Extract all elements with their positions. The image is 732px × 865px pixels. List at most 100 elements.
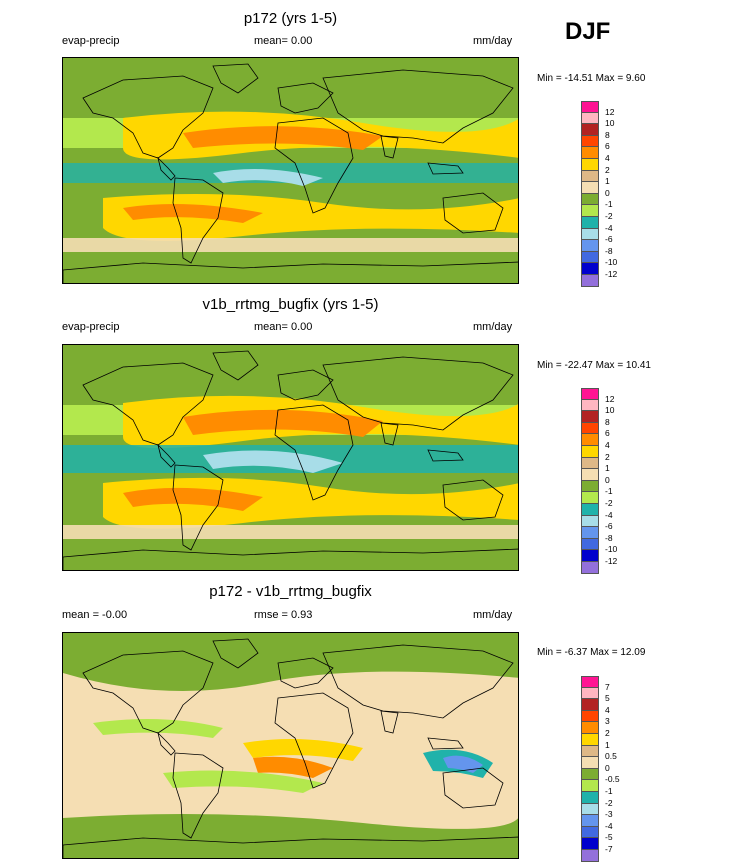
colorbar-tick-label: 4 xyxy=(605,704,610,715)
colorbar-swatch xyxy=(581,538,599,551)
colorbar-swatch xyxy=(581,399,599,412)
colorbar-tick-label: -8 xyxy=(605,532,613,543)
colorbar-swatch xyxy=(581,780,599,792)
colorbar-swatch xyxy=(581,791,599,804)
panel-3-colorbar xyxy=(581,676,599,862)
panel-2-title: v1b_rrtmg_bugfix (yrs 1-5) xyxy=(202,296,379,313)
colorbar-tick-label: -4 xyxy=(605,820,613,831)
season-label: DJF xyxy=(565,18,611,45)
colorbar-swatch xyxy=(581,826,599,839)
panel-1-map xyxy=(62,57,519,284)
colorbar-swatch xyxy=(581,193,599,206)
colorbar-swatch xyxy=(581,757,599,769)
colorbar-swatch xyxy=(581,561,599,574)
panel-3-title: p172 - v1b_rrtmg_bugfix xyxy=(209,583,372,600)
colorbar-swatch xyxy=(581,710,599,723)
colorbar-swatch xyxy=(581,158,599,171)
panel-1-mean-label: mean= 0.00 xyxy=(254,35,313,47)
colorbar-tick-label: -4 xyxy=(605,222,613,233)
colorbar-tick-label: -2 xyxy=(605,498,613,508)
colorbar-swatch xyxy=(581,550,599,562)
colorbar-tick-label: 1 xyxy=(605,463,610,474)
colorbar-swatch xyxy=(581,838,599,850)
colorbar-tick-label: 8 xyxy=(605,416,610,427)
colorbar-tick-label: -10 xyxy=(605,544,618,555)
panel-3-rmse-label: rmse = 0.93 xyxy=(254,609,313,621)
colorbar-tick-label: -4 xyxy=(605,509,613,520)
panel-2-left-label: evap-precip xyxy=(62,321,120,333)
panel-2-mean-label: mean= 0.00 xyxy=(254,321,313,333)
panel-3-minmax: Min = -6.37 Max = 12.09 xyxy=(537,647,646,658)
colorbar-tick-label: -1 xyxy=(605,486,613,497)
colorbar-swatch xyxy=(581,492,599,504)
colorbar-tick-label: 1 xyxy=(605,176,610,187)
colorbar-swatch xyxy=(581,768,599,781)
colorbar-tick-label: 7 xyxy=(605,681,610,692)
colorbar-tick-label: -8 xyxy=(605,245,613,256)
colorbar-tick-label: -2 xyxy=(605,211,613,221)
colorbar-swatch xyxy=(581,411,599,423)
panel-1-minmax: Min = -14.51 Max = 9.60 xyxy=(537,73,646,84)
colorbar-tick-label: 2 xyxy=(605,164,610,175)
colorbar-tick-label: -2 xyxy=(605,797,613,808)
colorbar-swatch xyxy=(581,815,599,827)
colorbar-swatch xyxy=(581,503,599,516)
panel-1-title: p172 (yrs 1-5) xyxy=(243,10,338,27)
colorbar-swatch xyxy=(581,251,599,264)
colorbar-swatch xyxy=(581,445,599,458)
colorbar-tick-label: 12 xyxy=(605,106,615,117)
colorbar-swatch xyxy=(581,274,599,287)
colorbar-swatch xyxy=(581,515,599,528)
colorbar-tick-label: 2 xyxy=(605,451,610,462)
colorbar-swatch xyxy=(581,733,599,746)
panel-1-units: mm/day xyxy=(473,35,513,47)
panel-1-colorbar xyxy=(581,101,599,287)
colorbar-swatch xyxy=(581,147,599,159)
colorbar-swatch xyxy=(581,124,599,136)
colorbar-swatch xyxy=(581,434,599,446)
panel-2-map xyxy=(62,344,519,571)
colorbar-swatch xyxy=(581,745,599,758)
colorbar-swatch xyxy=(581,112,599,125)
colorbar-tick-label: -6 xyxy=(605,521,613,532)
colorbar-swatch xyxy=(581,422,599,435)
colorbar-tick-label: 10 xyxy=(605,118,615,129)
colorbar-tick-label: -12 xyxy=(605,556,618,566)
colorbar-swatch xyxy=(581,388,599,400)
panel-3-units: mm/day xyxy=(473,609,513,621)
colorbar-tick-label: 4 xyxy=(605,153,610,163)
colorbar-swatch xyxy=(581,803,599,816)
colorbar-swatch xyxy=(581,722,599,734)
colorbar-tick-label: -7 xyxy=(605,844,613,854)
colorbar-swatch xyxy=(581,480,599,493)
colorbar-tick-label: -10 xyxy=(605,257,618,268)
colorbar-swatch xyxy=(581,205,599,217)
colorbar-tick-label: -0.5 xyxy=(605,774,620,785)
colorbar-tick-label: -5 xyxy=(605,832,613,843)
colorbar-swatch xyxy=(581,457,599,470)
panel-3-mean-label: mean = -0.00 xyxy=(62,609,128,621)
colorbar-tick-label: 0 xyxy=(605,187,610,198)
colorbar-tick-label: 4 xyxy=(605,440,610,450)
colorbar-swatch xyxy=(581,527,599,539)
colorbar-swatch xyxy=(581,182,599,194)
colorbar-tick-label: 8 xyxy=(605,129,610,140)
colorbar-tick-label: 12 xyxy=(605,393,615,404)
colorbar-tick-label: -3 xyxy=(605,809,613,820)
colorbar-tick-label: 0.5 xyxy=(605,751,617,762)
colorbar-swatch xyxy=(581,263,599,275)
colorbar-swatch xyxy=(581,469,599,481)
colorbar-swatch xyxy=(581,849,599,862)
panel-2-units: mm/day xyxy=(473,321,513,333)
colorbar-tick-label: -12 xyxy=(605,269,618,279)
panel-1-left-label: evap-precip xyxy=(62,35,120,47)
colorbar-swatch xyxy=(581,135,599,148)
panel-2-minmax: Min = -22.47 Max = 10.41 xyxy=(537,360,651,371)
colorbar-tick-label: 0 xyxy=(605,474,610,485)
colorbar-swatch xyxy=(581,170,599,183)
panel-2-colorbar xyxy=(581,388,599,574)
colorbar-tick-label: 1 xyxy=(605,739,610,750)
panel-3-map xyxy=(62,632,519,859)
colorbar-tick-label: 3 xyxy=(605,716,610,727)
colorbar-swatch xyxy=(581,687,599,700)
